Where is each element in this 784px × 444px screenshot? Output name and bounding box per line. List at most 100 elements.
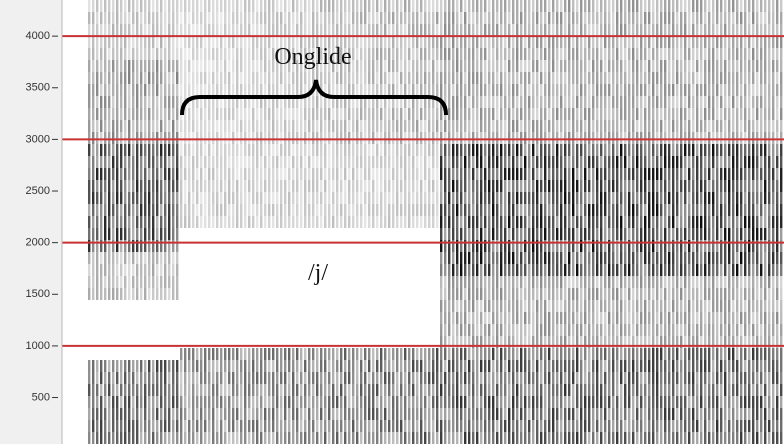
- striation: [376, 144, 379, 156]
- striation: [456, 156, 459, 168]
- striation: [160, 240, 163, 252]
- striation: [592, 336, 595, 348]
- striation: [168, 72, 171, 84]
- striation: [476, 408, 479, 420]
- striation: [664, 336, 667, 348]
- striation: [696, 240, 699, 252]
- striation: [304, 108, 307, 120]
- striation: [244, 0, 247, 12]
- striation: [584, 372, 587, 384]
- striation: [200, 156, 203, 168]
- striation: [404, 216, 407, 228]
- striation: [200, 360, 203, 372]
- striation: [476, 348, 479, 360]
- striation: [396, 24, 399, 36]
- striation: [168, 120, 171, 132]
- striation: [684, 288, 687, 300]
- striation: [536, 384, 539, 396]
- striation: [664, 96, 667, 108]
- striation: [440, 324, 443, 336]
- striation: [328, 168, 331, 180]
- striation: [572, 36, 575, 48]
- striation: [592, 72, 595, 84]
- striation: [364, 108, 367, 120]
- striation: [572, 408, 575, 420]
- striation: [476, 372, 479, 384]
- striation: [632, 84, 635, 96]
- striation: [456, 240, 459, 252]
- striation: [600, 336, 603, 348]
- striation: [624, 336, 627, 348]
- striation: [236, 360, 239, 372]
- striation: [600, 348, 603, 360]
- striation: [480, 72, 483, 84]
- striation: [576, 36, 579, 48]
- striation: [472, 48, 475, 60]
- striation: [196, 48, 199, 60]
- striation: [512, 204, 515, 216]
- striation: [648, 408, 651, 420]
- striation: [292, 408, 295, 420]
- striation: [308, 108, 311, 120]
- striation: [100, 108, 103, 120]
- striation: [596, 408, 599, 420]
- striation: [656, 48, 659, 60]
- striation: [480, 276, 483, 288]
- striation: [140, 96, 143, 108]
- striation: [456, 324, 459, 336]
- striation: [664, 144, 667, 156]
- striation: [528, 168, 531, 180]
- striation: [692, 348, 695, 360]
- striation: [356, 60, 359, 72]
- striation: [168, 420, 171, 432]
- striation: [124, 192, 127, 204]
- striation: [624, 144, 627, 156]
- striation: [548, 360, 551, 372]
- striation: [388, 204, 391, 216]
- striation: [200, 12, 203, 24]
- striation: [688, 348, 691, 360]
- striation: [340, 48, 343, 60]
- striation: [688, 48, 691, 60]
- striation: [144, 0, 147, 12]
- striation: [240, 12, 243, 24]
- striation: [360, 420, 363, 432]
- striation: [684, 420, 687, 432]
- striation: [532, 264, 535, 276]
- striation: [140, 72, 143, 84]
- striation: [256, 384, 259, 396]
- striation: [120, 96, 123, 108]
- striation: [220, 216, 223, 228]
- striation: [116, 156, 119, 168]
- striation: [580, 372, 583, 384]
- striation: [572, 384, 575, 396]
- striation: [556, 36, 559, 48]
- striation: [176, 108, 179, 120]
- striation: [708, 252, 711, 264]
- striation: [612, 144, 615, 156]
- striation: [508, 336, 511, 348]
- striation: [416, 72, 419, 84]
- striation: [220, 432, 223, 444]
- striation: [508, 72, 511, 84]
- striation: [548, 180, 551, 192]
- striation: [484, 396, 487, 408]
- striation: [332, 72, 335, 84]
- striation: [244, 348, 247, 360]
- striation: [236, 12, 239, 24]
- striation: [88, 120, 91, 132]
- striation: [624, 120, 627, 132]
- striation: [384, 372, 387, 384]
- striation: [260, 408, 263, 420]
- striation: [340, 192, 343, 204]
- striation: [704, 108, 707, 120]
- striation: [88, 108, 91, 120]
- striation: [156, 432, 159, 444]
- striation: [684, 264, 687, 276]
- striation: [300, 48, 303, 60]
- striation: [564, 180, 567, 192]
- striation: [504, 0, 507, 12]
- striation: [296, 216, 299, 228]
- striation: [120, 36, 123, 48]
- striation: [200, 372, 203, 384]
